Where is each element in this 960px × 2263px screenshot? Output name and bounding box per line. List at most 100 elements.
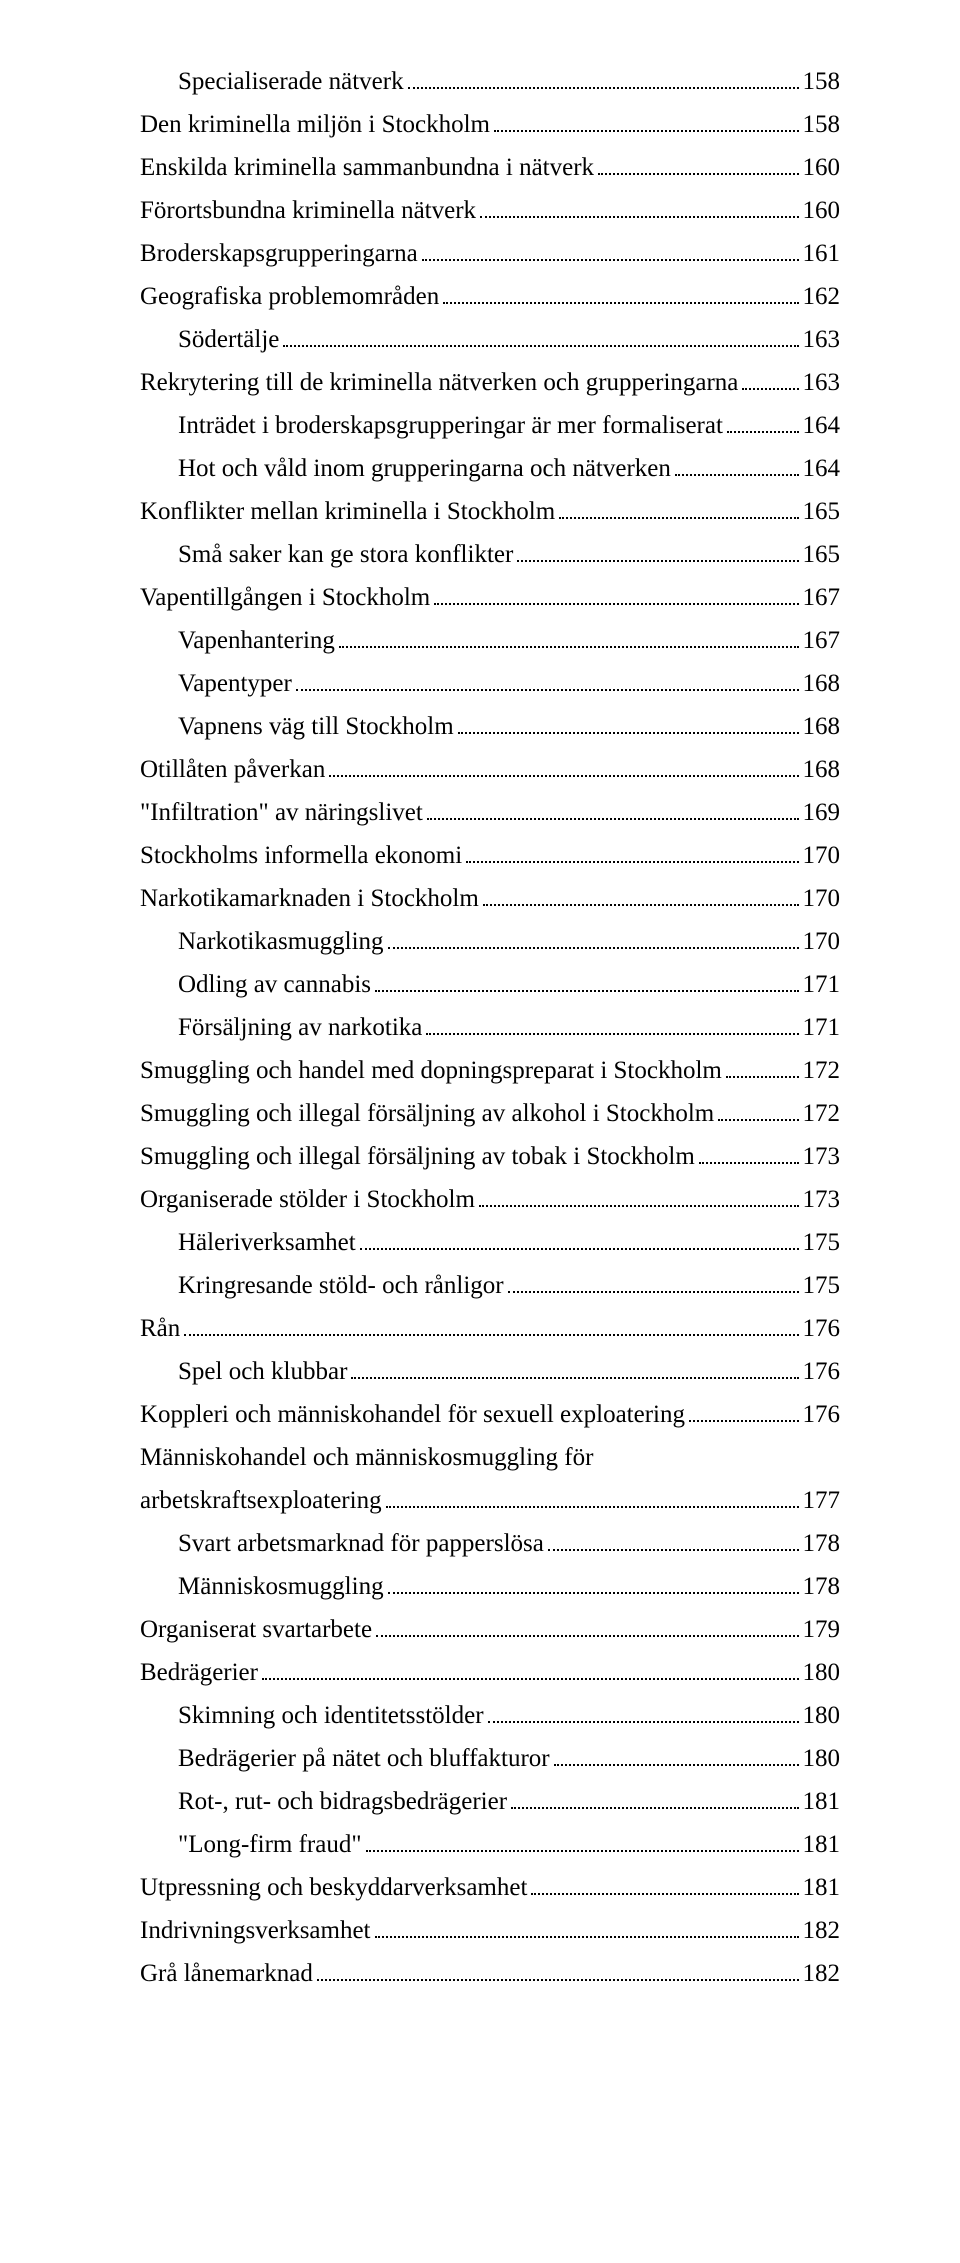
toc-page-number: 175 [803,1264,841,1307]
toc-row: Små saker kan ge stora konflikter165 [140,533,840,576]
toc-row: Vapenhantering167 [140,619,840,662]
toc-label: Rån [140,1307,180,1350]
toc-leader [376,1634,798,1637]
toc-leader [366,1849,799,1852]
toc-leader [375,989,798,992]
toc-row: Geografiska problemområden162 [140,275,840,318]
toc-leader [360,1247,799,1250]
toc-row: "Long-firm fraud"181 [140,1823,840,1866]
toc-row: Stockholms informella ekonomi170 [140,834,840,877]
toc-label: Specialiserade nätverk [178,60,404,103]
toc-label: Indrivningsverksamhet [140,1909,371,1952]
toc-leader [742,387,798,390]
toc-row: Bedrägerier180 [140,1651,840,1694]
toc-label: Svart arbetsmarknad för papperslösa [178,1522,544,1565]
toc-leader [554,1763,799,1766]
toc-label: "Infiltration" av näringslivet [140,791,423,834]
toc-row: Koppleri och människohandel för sexuell … [140,1393,840,1436]
toc-page-number: 182 [803,1952,841,1995]
toc-row: Den kriminella miljön i Stockholm 158 [140,103,840,146]
toc-page-number: 177 [803,1479,841,1522]
toc-page-number: 169 [803,791,841,834]
toc-row: Skimning och identitetsstölder 180 [140,1694,840,1737]
toc-label: Skimning och identitetsstölder [178,1694,484,1737]
toc-row: Människohandel och människosmuggling för [140,1436,840,1479]
toc-label: Konflikter mellan kriminella i Stockholm [140,490,555,533]
toc-leader [375,1935,799,1938]
toc-label: Stockholms informella ekonomi [140,834,462,877]
toc-row: Häleriverksamhet175 [140,1221,840,1264]
toc-row: Organiserat svartarbete179 [140,1608,840,1651]
toc-label: arbetskraftsexploatering [140,1479,382,1522]
toc-row: Människosmuggling178 [140,1565,840,1608]
toc-page-number: 180 [803,1694,841,1737]
toc-leader [508,1290,799,1293]
toc-label: Södertälje [178,318,279,361]
toc-page-number: 171 [803,963,841,1006]
toc-row: Vapnens väg till Stockholm168 [140,705,840,748]
toc-page-number: 162 [803,275,841,318]
toc-row: Förortsbundna kriminella nätverk 160 [140,189,840,232]
toc-label: Rekrytering till de kriminella nätverken… [140,361,738,404]
toc-leader [548,1548,799,1551]
toc-leader [675,473,799,476]
toc-label: Koppleri och människohandel för sexuell … [140,1393,685,1436]
toc-page-number: 158 [803,103,841,146]
toc-leader [727,430,799,433]
toc-leader [511,1806,798,1809]
toc-page-number: 173 [803,1135,841,1178]
toc-row: Grå lånemarknad 182 [140,1952,840,1995]
toc-page-number: 158 [803,60,841,103]
toc-page-number: 165 [803,490,841,533]
toc-leader [466,860,798,863]
toc-label: Grå lånemarknad [140,1952,313,1995]
toc-label: Den kriminella miljön i Stockholm [140,103,490,146]
toc-leader [479,1204,799,1207]
toc-label: Vapentillgången i Stockholm [140,576,430,619]
toc-row: Konflikter mellan kriminella i Stockholm… [140,490,840,533]
toc-label: Organiserade stölder i Stockholm [140,1178,475,1221]
toc-page-number: 180 [803,1737,841,1780]
toc-label: Hot och våld inom grupperingarna och nät… [178,447,671,490]
toc-page-number: 182 [803,1909,841,1952]
toc-leader [283,344,798,347]
toc-row: arbetskraftsexploatering 177 [140,1479,840,1522]
toc-page-number: 175 [803,1221,841,1264]
toc-leader [427,817,799,820]
toc-leader [480,215,798,218]
toc-page-number: 178 [803,1565,841,1608]
toc-page-number: 170 [803,920,841,963]
toc-label: Smuggling och illegal försäljning av tob… [140,1135,695,1178]
toc-label: Smuggling och illegal försäljning av alk… [140,1092,714,1135]
toc-page-number: 160 [803,189,841,232]
toc-row: Utpressning och beskyddarverksamhet181 [140,1866,840,1909]
toc-leader [443,301,798,304]
toc-row: Hot och våld inom grupperingarna och nät… [140,447,840,490]
toc-label: Inträdet i broderskapsgrupperingar är me… [178,404,723,447]
toc-row: Broderskapsgrupperingarna161 [140,232,840,275]
toc-leader [426,1032,798,1035]
toc-row: Odling av cannabis 171 [140,963,840,1006]
toc-leader [531,1892,798,1895]
toc-page-number: 165 [803,533,841,576]
toc-label: Utpressning och beskyddarverksamhet [140,1866,527,1909]
toc-page-number: 179 [803,1608,841,1651]
toc-page-number: 167 [803,576,841,619]
toc-page-number: 180 [803,1651,841,1694]
toc-row: Kringresande stöld- och rånligor 175 [140,1264,840,1307]
toc-label: Odling av cannabis [178,963,371,1006]
toc-label: Förortsbundna kriminella nätverk [140,189,476,232]
toc-leader [388,1591,799,1594]
toc-row: Vapentyper168 [140,662,840,705]
toc-page-number: 172 [803,1049,841,1092]
toc-page-number: 161 [803,232,841,275]
toc-page-number: 176 [803,1307,841,1350]
toc-label: "Long-firm fraud" [178,1823,362,1866]
toc-page-number: 164 [803,404,841,447]
toc-leader [422,258,799,261]
toc-leader [699,1161,799,1164]
toc-leader [184,1333,798,1336]
toc-row: Enskilda kriminella sammanbundna i nätve… [140,146,840,189]
toc-row: "Infiltration" av näringslivet 169 [140,791,840,834]
toc-label: Kringresande stöld- och rånligor [178,1264,504,1307]
